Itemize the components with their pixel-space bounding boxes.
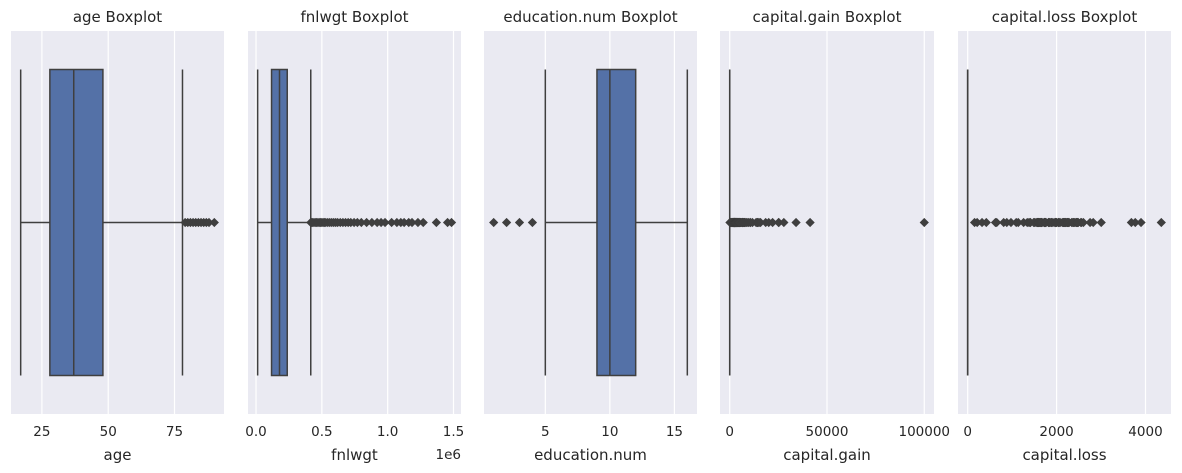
chart-title: capital.loss Boxplot	[992, 8, 1138, 26]
x-tick-label: 75	[166, 424, 183, 440]
outlier-point	[992, 217, 1002, 228]
x-tick-label: 0	[725, 424, 734, 440]
x-tick-label: 4000	[1128, 424, 1162, 440]
boxplot-panel: capital.gain Boxplot 0 50000 100000 capital.…	[720, 8, 950, 464]
x-tick-label: 5	[541, 424, 550, 440]
x-tick-label: 0.5	[311, 424, 332, 440]
x-axis-label: capital.gain	[783, 446, 871, 464]
outlier-point	[981, 217, 991, 228]
x-tick-label: 0	[963, 424, 972, 440]
x-tick-label: 50000	[806, 424, 849, 440]
x-axis-label: age	[104, 446, 132, 464]
x-tick-label: 0.0	[245, 424, 266, 440]
outlier-point	[1136, 217, 1146, 228]
outlier-point	[1088, 217, 1098, 228]
x-tick-label: 1.5	[443, 424, 464, 440]
chart-title: age Boxplot	[73, 8, 162, 26]
axis-offset-label: 1e6	[436, 447, 461, 463]
x-tick-label: 25	[33, 424, 50, 440]
outlier-point	[501, 217, 512, 228]
outlier-point	[380, 217, 390, 228]
x-tick-label: 100000	[898, 424, 950, 440]
x-tick-label: 10	[601, 424, 618, 440]
x-axis-label: education.num	[534, 446, 647, 464]
x-tick-label: 2000	[1039, 424, 1073, 440]
x-tick-label: 1.0	[377, 424, 398, 440]
outlier-point	[209, 217, 219, 228]
outlier-point	[1096, 217, 1106, 228]
outlier-point	[418, 217, 428, 228]
boxplot-panel: education.num Boxplot 5 10 15 education.num	[484, 8, 697, 464]
outlier-point	[514, 217, 525, 228]
outlier-point	[791, 217, 801, 228]
outlier-point	[1156, 217, 1166, 228]
chart-title: education.num Boxplot	[503, 8, 677, 26]
iqr-box	[596, 68, 637, 377]
chart-title: capital.gain Boxplot	[753, 8, 902, 26]
chart-title: fnlwgt Boxplot	[300, 8, 408, 26]
boxplot-panel: age Boxplot 25 50 75 age	[11, 8, 224, 464]
outlier-point	[805, 217, 815, 228]
outlier-point	[527, 217, 538, 228]
boxplot-panel: fnlwgt Boxplot 0.0 0.5 1.0 1.5 fnlwgt 1e6	[245, 8, 464, 464]
boxplot-panel: capital.loss Boxplot 0 2000 4000 capital.los…	[958, 8, 1171, 464]
outlier-point	[489, 217, 499, 228]
outlier-point	[446, 217, 457, 228]
iqr-box	[49, 68, 104, 377]
outlier-point	[1078, 217, 1089, 228]
x-tick-label: 15	[666, 424, 683, 440]
x-axis-label: capital.loss	[1022, 446, 1106, 464]
outlier-point	[919, 217, 929, 228]
outlier-point	[431, 217, 442, 228]
x-tick-label: 50	[100, 424, 117, 440]
x-axis-label: fnlwgt	[331, 446, 378, 464]
outlier-point	[779, 217, 789, 228]
